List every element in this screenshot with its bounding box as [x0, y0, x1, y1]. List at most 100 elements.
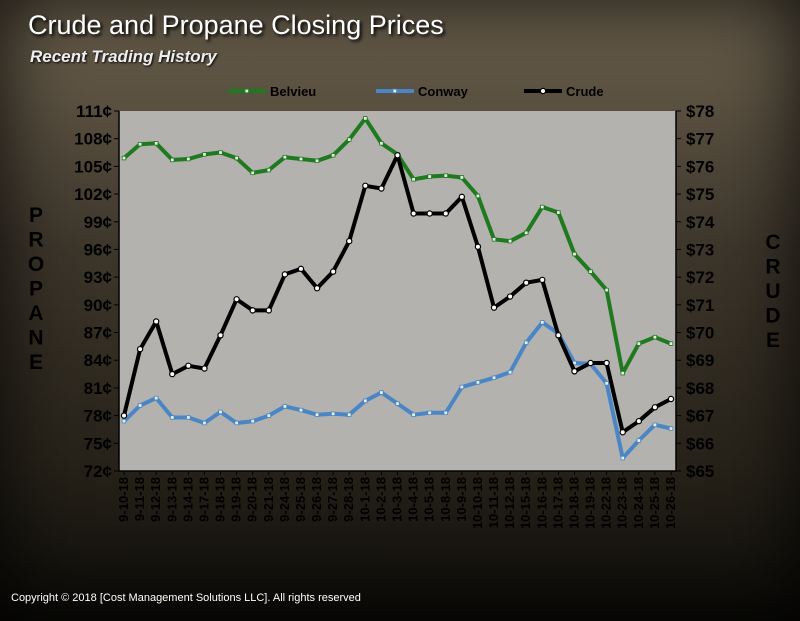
x-tick-label: 9-26-18 [309, 477, 324, 522]
x-tick-label: 10-12-18 [502, 477, 517, 529]
data-point-belvieu [556, 210, 561, 215]
left-tick-label: 105¢ [74, 157, 112, 176]
data-point-crude [120, 412, 128, 419]
right-tick-label: $70 [686, 324, 714, 343]
data-point-crude [555, 332, 562, 339]
data-point-belvieu [282, 154, 288, 160]
data-point-crude [458, 193, 466, 201]
data-point-crude [297, 265, 305, 273]
data-point-crude [474, 243, 482, 250]
data-point-conway [347, 412, 352, 417]
copyright-text: Copyright © 2018 [Cost Management Soluti… [11, 592, 361, 604]
right-axis-label: C [765, 231, 780, 254]
data-point-crude [329, 268, 337, 275]
data-point-crude [249, 307, 256, 314]
data-point-belvieu [363, 116, 368, 121]
legend-label-crude: Crude [566, 84, 604, 99]
data-point-crude [136, 345, 144, 353]
data-point-belvieu [298, 156, 304, 162]
data-point-crude [571, 368, 578, 375]
data-point-crude [506, 293, 514, 300]
x-tick-label: 10-26-18 [663, 477, 678, 529]
data-point-crude [169, 370, 176, 378]
data-point-conway [153, 395, 159, 401]
x-tick-label: 9-10-18 [116, 477, 131, 522]
left-axis-label: R [28, 229, 43, 252]
x-tick-label: 10-19-18 [583, 477, 598, 529]
data-point-crude [619, 429, 626, 436]
data-point-crude [346, 237, 353, 245]
data-point-belvieu [427, 174, 432, 179]
x-tick-label: 10-10-18 [470, 477, 485, 529]
x-tick-label: 9-19-18 [229, 477, 244, 522]
right-tick-label: $72 [686, 268, 714, 287]
data-point-belvieu [443, 173, 448, 178]
data-point-crude [667, 395, 675, 403]
data-point-crude [281, 271, 289, 278]
right-tick-label: $73 [686, 240, 714, 259]
x-tick-label: 9-11-18 [132, 477, 147, 521]
x-tick-label: 9-17-18 [196, 477, 211, 522]
data-point-conway [524, 340, 529, 345]
data-point-crude [185, 362, 192, 369]
data-point-crude [265, 307, 272, 314]
x-tick-label: 10-16-18 [534, 477, 549, 529]
data-point-belvieu [588, 269, 593, 274]
x-tick-label: 9-13-18 [164, 477, 179, 522]
left-axis-label: P [29, 278, 43, 301]
left-tick-label: 111¢ [76, 102, 112, 121]
data-point-crude [587, 359, 594, 367]
legend-marker-conway [392, 88, 397, 94]
left-tick-label: 72¢ [84, 462, 113, 481]
data-point-conway [250, 418, 255, 424]
x-tick-label: 9-27-18 [325, 477, 340, 522]
data-point-belvieu [491, 237, 497, 242]
data-point-belvieu [266, 167, 271, 173]
x-tick-label: 10-24-18 [631, 477, 646, 529]
left-tick-label: 81¢ [84, 379, 113, 398]
data-point-belvieu [379, 141, 384, 146]
right-tick-label: $65 [686, 462, 714, 481]
data-point-conway [395, 401, 400, 406]
x-tick-label: 9-20-18 [245, 477, 260, 522]
x-tick-label: 9-24-18 [277, 477, 292, 522]
x-tick-label: 10-8-18 [438, 477, 453, 522]
plot-area [119, 111, 676, 471]
right-tick-label: $69 [686, 351, 714, 370]
data-point-belvieu [524, 230, 529, 236]
left-tick-label: 99¢ [84, 213, 113, 232]
right-tick-label: $66 [686, 434, 714, 453]
data-point-crude [152, 318, 160, 325]
data-point-crude [201, 365, 208, 372]
left-tick-label: 84¢ [84, 351, 113, 370]
data-point-belvieu [411, 177, 416, 182]
data-point-conway [137, 403, 143, 408]
data-point-belvieu [137, 142, 143, 147]
data-point-conway [652, 422, 658, 428]
left-tick-label: 75¢ [84, 434, 113, 453]
data-point-crude [603, 359, 610, 367]
data-point-conway [636, 438, 642, 443]
data-point-conway [298, 407, 304, 413]
x-tick-label: 10-4-18 [406, 477, 421, 522]
x-tick-label: 10-15-18 [518, 477, 533, 529]
data-point-belvieu [507, 238, 513, 244]
right-tick-label: $78 [686, 102, 714, 121]
data-point-crude [362, 182, 369, 189]
data-point-belvieu [347, 137, 352, 142]
data-point-conway [186, 415, 191, 420]
data-point-belvieu [459, 175, 465, 180]
right-tick-label: $75 [686, 185, 714, 204]
left-axis-label: O [28, 253, 44, 276]
data-point-crude [313, 285, 321, 292]
left-axis-label: P [29, 204, 43, 227]
legend-label-belvieu: Belvieu [270, 84, 316, 99]
data-point-belvieu [620, 370, 625, 376]
left-tick-label: 78¢ [84, 407, 113, 426]
data-point-crude [539, 276, 546, 284]
right-axis-label: U [765, 280, 780, 303]
data-point-conway [314, 412, 320, 417]
data-point-conway [620, 455, 625, 461]
x-tick-label: 9-21-18 [261, 477, 276, 522]
